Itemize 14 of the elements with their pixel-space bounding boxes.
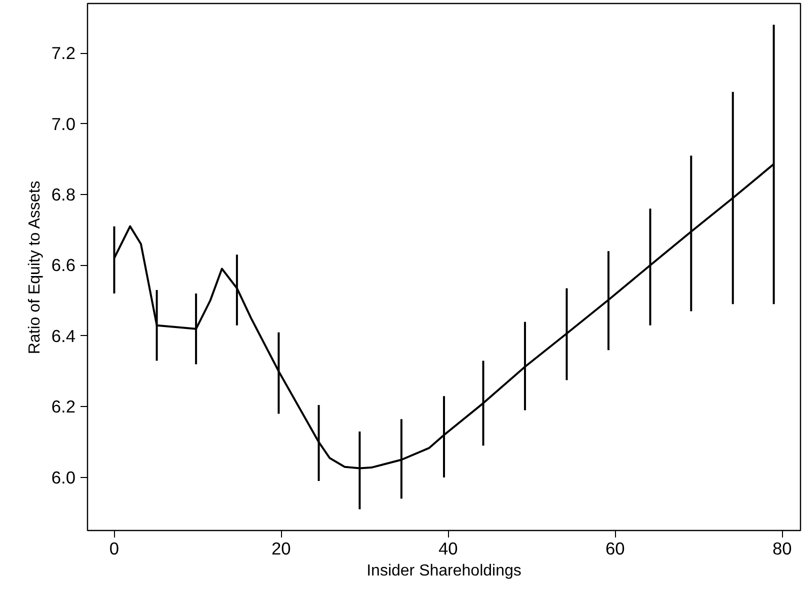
y-tick-label: 6.0 <box>51 467 76 488</box>
x-axis-title: Insider Shareholdings <box>366 562 522 580</box>
x-tick-label: 20 <box>272 538 291 558</box>
y-axis-title: Ratio of Equity to Assets <box>26 180 44 354</box>
y-tick-label: 7.2 <box>51 43 76 64</box>
y-tick-label: 6.8 <box>51 184 76 204</box>
x-tick-label: 80 <box>772 538 792 558</box>
y-tick-label: 6.4 <box>51 326 76 346</box>
x-tick-label: 0 <box>109 538 120 558</box>
y-tick-label: 6.2 <box>51 396 76 417</box>
y-tick-label: 6.6 <box>51 255 76 276</box>
y-tick-label: 7.0 <box>51 114 76 134</box>
x-tick-label: 60 <box>606 538 625 558</box>
x-tick-label: 40 <box>438 538 458 558</box>
